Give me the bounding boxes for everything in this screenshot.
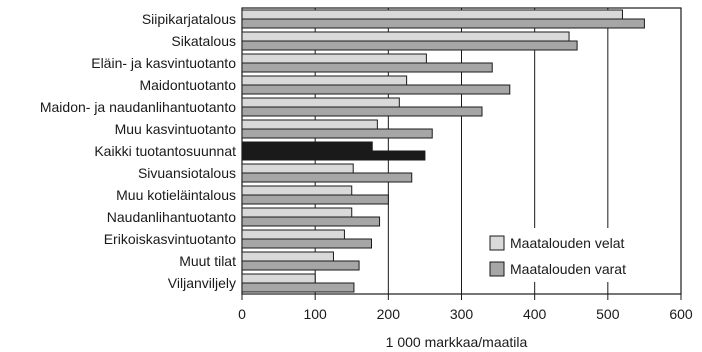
category-label-10: Erikoiskasvintuotanto [104,231,237,247]
bar-velat-9 [241,207,353,218]
legend-swatch-velat [489,235,505,251]
bar-varat-2 [241,62,493,73]
legend: Maatalouden velat Maatalouden varat [484,228,652,282]
bar-varat-0 [241,18,645,29]
bar-velat-1 [241,31,570,42]
bar-varat-4 [241,106,483,117]
bar-varat-9 [241,216,381,227]
category-label-2: Eläin- ja kasvintuotanto [91,55,236,71]
bar-varat-7 [241,172,413,183]
x-axis-ticks: 0 100 200 300 400 500 600 [238,294,693,322]
tick-label-600: 600 [669,306,693,322]
x-axis-label: 1 000 markkaa/maatila [386,334,528,350]
tick-label-300: 300 [450,306,474,322]
legend-label-velat: Maatalouden velat [510,235,625,251]
bar-varat-6 [241,150,426,161]
category-label-4: Maidon- ja naudanlihantuotanto [40,99,236,115]
bar-velat-4 [241,97,400,108]
bar-velat-8 [241,185,353,196]
bar-velat-2 [241,53,427,64]
bar-varat-3 [241,84,511,95]
bars [241,9,645,293]
legend-swatch-varat [489,261,505,277]
bar-velat-12 [241,273,316,284]
bar-varat-8 [241,194,389,205]
bar-varat-12 [241,282,355,293]
bar-velat-10 [241,229,345,240]
category-label-11: Muut tilat [179,253,236,269]
category-label-0: Siipikarjatalous [142,11,236,27]
category-label-12: Viljanviljely [168,275,236,291]
tick-label-100: 100 [303,306,327,322]
category-label-5: Muu kasvintuotanto [115,121,237,137]
bar-velat-3 [241,75,408,86]
bar-velat-6 [241,141,373,152]
category-label-9: Naudanlihantuotanto [107,209,236,225]
bar-varat-1 [241,40,578,51]
tick-label-500: 500 [596,306,620,322]
bar-velat-5 [241,119,378,130]
tick-label-200: 200 [377,306,401,322]
bar-velat-0 [241,9,623,20]
tick-label-0: 0 [238,306,246,322]
legend-label-varat: Maatalouden varat [510,261,626,277]
tick-label-400: 400 [523,306,547,322]
category-label-3: Maidontuotanto [139,77,236,93]
category-label-7: Sivuansiotalous [138,165,236,181]
category-label-8: Muu kotieläintalous [116,187,236,203]
category-label-6: Kaikki tuotantosuunnat [94,143,236,159]
category-label-1: Sikatalous [171,33,236,49]
category-labels: Siipikarjatalous Sikatalous Eläin- ja kasv… [40,11,236,291]
bar-varat-10 [241,238,373,249]
bar-velat-7 [241,163,354,174]
legend-box [484,228,652,282]
bar-velat-11 [241,251,334,262]
bar-varat-5 [241,128,433,139]
bar-varat-11 [241,260,360,271]
